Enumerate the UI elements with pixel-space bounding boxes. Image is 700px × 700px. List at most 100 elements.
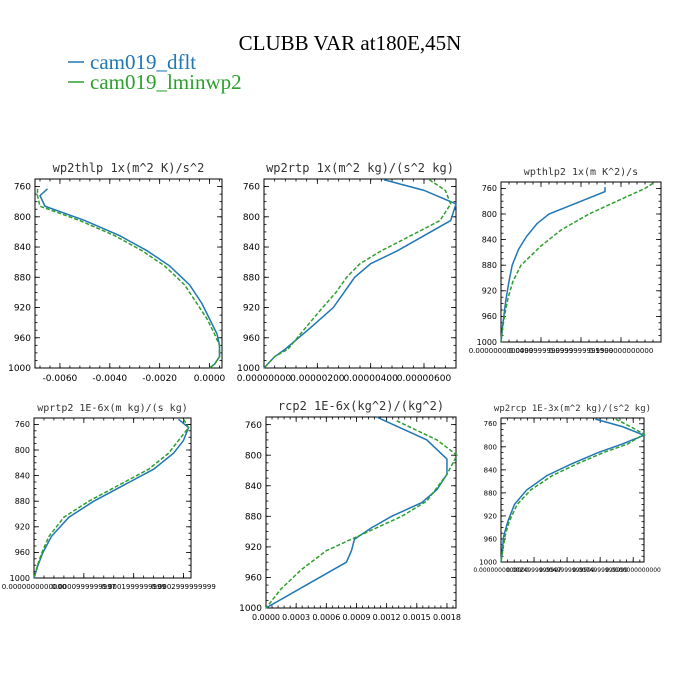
y-tick-label: 800 [15, 446, 30, 455]
x-tick-label: 0.0000000000000 [2, 583, 67, 591]
x-tick-label: 0.0012 [373, 613, 401, 622]
y-tick-label: 840 [484, 466, 497, 474]
series-line-cam019_dflt [39, 188, 221, 369]
series-line-cam019_dflt [500, 187, 606, 343]
x-tick-label: 0.0049999999999 [539, 567, 595, 574]
x-tick-label: 0.0009 [342, 613, 370, 622]
x-tick-label: 0.00000400 [343, 374, 398, 384]
y-tick-label: 800 [243, 213, 260, 223]
series-line-cam019_dflt [500, 418, 647, 563]
x-tick-label: -0.0020 [142, 374, 177, 384]
series-line-cam019_lminwp2 [500, 182, 654, 343]
x-tick-label: 0.00000600 [397, 374, 452, 384]
y-tick-label: 960 [245, 574, 262, 584]
y-tick-label: 840 [245, 482, 262, 492]
x-tick-label: 0.0499999999999 [509, 347, 574, 355]
x-tick-label: 0.0015 [403, 613, 431, 622]
y-tick-label: 1000 [477, 338, 497, 347]
series-line-cam019_lminwp2 [33, 418, 190, 579]
x-tick-label: 0.0100000000000 [606, 567, 662, 574]
panel-4: wprtp2 1E-6x(m kg)/(s kg) 760 800 840 880 920… [2, 403, 216, 591]
legend-label-lminwp2: cam019_lminwp2 [90, 70, 242, 94]
y-tick-label: 840 [14, 243, 31, 253]
x-tick-label: 0.1500000000000 [589, 347, 654, 355]
panel-frame [34, 178, 223, 369]
panel-frame [500, 417, 645, 563]
y-tick-label: 800 [484, 443, 497, 451]
y-tick-label: 880 [245, 512, 262, 522]
panel-frame [265, 416, 457, 609]
y-tick-label: 880 [482, 261, 497, 270]
y-tick-label: 920 [243, 304, 260, 314]
x-tick-label: 0.0000000000000 [473, 567, 529, 574]
panel-6: wp2rcp 1E-3x(m^2 kg)/(s^2 kg) 760 800 840 88… [473, 404, 661, 574]
legend: cam019_dflt cam019_lminwp2 [68, 50, 242, 94]
y-tick-label: 960 [14, 334, 31, 344]
y-tick-label: 1000 [10, 574, 30, 583]
series-line-cam019_lminwp2 [265, 420, 458, 609]
series-line-cam019_lminwp2 [263, 179, 452, 369]
x-tick-label: 0.0000999999997 [52, 583, 117, 591]
panel-title: rcp2 1E-6x(kg^2)/(kg^2) [278, 399, 444, 413]
x-tick-label: -0.0040 [92, 374, 127, 384]
x-tick-label: 0.0002999999999 [151, 583, 216, 591]
x-tick-label: 0.00000200 [290, 374, 345, 384]
y-tick-label: 880 [484, 489, 497, 497]
y-tick-label: 840 [15, 471, 30, 480]
x-tick-label: -0.0060 [43, 374, 78, 384]
panel-title: wp2thlp 1x(m^2 K)/s^2 [53, 161, 205, 175]
series-line-cam019_dflt [265, 416, 448, 609]
y-tick-label: 760 [14, 183, 31, 193]
x-tick-label: 0.0074999999999 [572, 567, 628, 574]
x-tick-label: 0.00000000 [237, 374, 292, 384]
y-tick-label: 760 [243, 183, 260, 193]
panel-title: wp2rcp 1E-3x(m^2 kg)/(s^2 kg) [494, 404, 651, 414]
y-tick-label: 880 [15, 497, 30, 506]
x-tick-label: 0.0018 [433, 613, 461, 622]
y-tick-label: 880 [14, 273, 31, 283]
x-tick-label: 0.0000 [194, 374, 226, 384]
y-tick-label: 920 [14, 304, 31, 314]
panels: wp2thlp 1x(m^2 K)/s^2 760 800 840 880 920 960 1… [2, 161, 662, 622]
x-tick-label: 0.0000000000000 [469, 347, 534, 355]
y-tick-label: 800 [482, 210, 497, 219]
y-tick-label: 760 [245, 421, 262, 431]
y-tick-label: 800 [14, 213, 31, 223]
y-tick-label: 760 [15, 420, 30, 429]
y-tick-label: 1000 [8, 364, 31, 374]
y-tick-label: 920 [482, 287, 497, 296]
figure-title: CLUBB VAR at180E,45N [239, 31, 462, 55]
y-tick-label: 760 [482, 184, 497, 193]
y-tick-label: 960 [243, 334, 260, 344]
y-tick-label: 840 [482, 235, 497, 244]
y-tick-label: 920 [484, 512, 497, 520]
series-line-cam019_lminwp2 [36, 188, 221, 369]
series-line-cam019_dflt [33, 418, 190, 579]
y-tick-label: 840 [243, 243, 260, 253]
x-tick-label: 0.0999999999999 [549, 347, 614, 355]
series-line-cam019_lminwp2 [500, 418, 646, 563]
x-tick-label: 0.0003 [282, 613, 310, 622]
y-tick-label: 920 [15, 523, 30, 532]
x-tick-label: 0.0006 [312, 613, 340, 622]
y-tick-label: 1000 [479, 558, 497, 566]
x-tick-label: 0.0000 [252, 613, 280, 622]
y-tick-label: 1000 [239, 604, 262, 614]
panel-title: wp2rtp 1x(m^2 kg)/(s^2 kg) [266, 161, 454, 175]
panel-3: wpthlp2 1x(m K^2)/s 760 800 840 880 920 960 100… [469, 167, 662, 355]
y-tick-label: 960 [484, 535, 497, 543]
y-tick-label: 1000 [237, 364, 260, 374]
y-tick-label: 960 [482, 312, 497, 321]
panel-2: wp2rtp 1x(m^2 kg)/(s^2 kg) 760 800 840 880 92… [237, 161, 457, 384]
panel-5: rcp2 1E-6x(kg^2)/(kg^2) 760 800 840 880 920 96… [239, 399, 461, 622]
y-tick-label: 960 [15, 548, 30, 557]
x-tick-label: 0.0024999999997 [506, 567, 562, 574]
panel-frame [33, 417, 192, 579]
panel-title: wprtp2 1E-6x(m kg)/(s kg) [37, 403, 188, 414]
y-tick-label: 920 [245, 543, 262, 553]
panel-title: wpthlp2 1x(m K^2)/s [524, 167, 638, 178]
panel-1: wp2thlp 1x(m^2 K)/s^2 760 800 840 880 920 960 1… [8, 161, 225, 384]
y-tick-label: 800 [245, 451, 262, 461]
y-tick-label: 880 [243, 273, 260, 283]
